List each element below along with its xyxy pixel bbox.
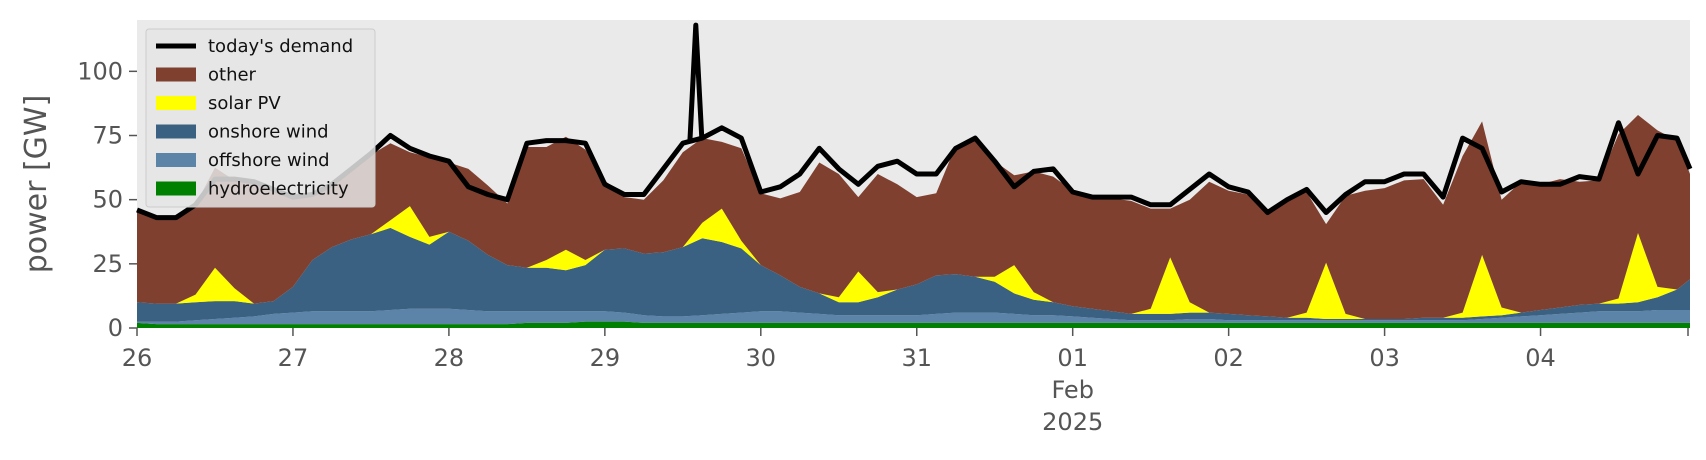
y-tick-label: 25 xyxy=(92,250,123,278)
series-area-other xyxy=(137,115,1690,319)
series-area-offshore-wind xyxy=(137,308,1690,325)
legend-label: offshore wind xyxy=(208,150,330,171)
legend-swatch xyxy=(156,96,196,110)
x-sublabel: 2025 xyxy=(1042,408,1103,436)
x-tick-label: 27 xyxy=(278,344,309,372)
legend-label: other xyxy=(208,65,257,86)
legend-label: onshore wind xyxy=(208,122,329,143)
x-tick-label: 31 xyxy=(901,344,932,372)
x-tick-label: 30 xyxy=(746,344,777,372)
demand-spike-0 xyxy=(687,22,705,144)
x-tick-label: 26 xyxy=(122,344,153,372)
legend-swatch xyxy=(156,181,196,196)
x-tick-label: 02 xyxy=(1213,344,1244,372)
demand-line xyxy=(136,120,1693,221)
y-tick-label: 75 xyxy=(92,122,123,150)
legend-label: hydroelectricity xyxy=(208,179,349,200)
y-tick-label: 50 xyxy=(92,186,123,214)
series-area-onshore-wind xyxy=(137,227,1690,322)
x-tick-label: 04 xyxy=(1525,344,1556,372)
legend-label: today's demand xyxy=(208,36,353,57)
x-sublabel: Feb xyxy=(1051,376,1094,404)
legend-swatch xyxy=(156,124,196,139)
legend-swatch xyxy=(156,67,196,82)
x-tick-label: 03 xyxy=(1369,344,1400,372)
series-area-hydroelectricity xyxy=(137,321,1690,328)
x-tick-label: 29 xyxy=(590,344,621,372)
legend-box xyxy=(145,28,376,208)
y-tick-label: 100 xyxy=(77,57,123,85)
x-tick-label: 28 xyxy=(434,344,465,372)
y-tick-label: 0 xyxy=(108,314,123,342)
x-tick-label: 01 xyxy=(1057,344,1088,372)
y-axis-label: power [GW] xyxy=(19,95,54,274)
legend-swatch xyxy=(156,153,196,167)
legend-label: solar PV xyxy=(208,93,281,114)
